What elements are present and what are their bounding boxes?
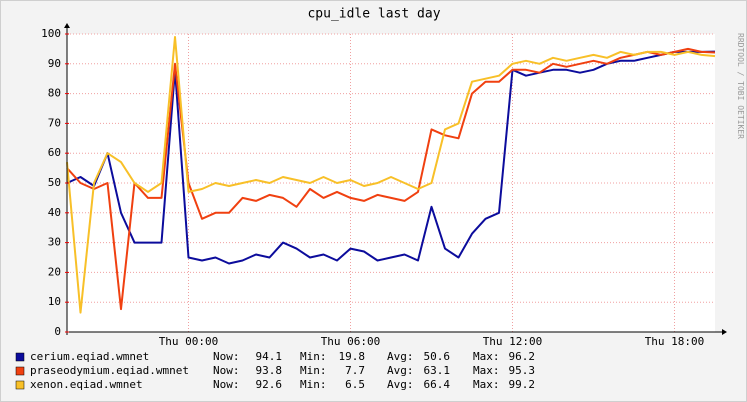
stat-label: Max: xyxy=(473,364,500,377)
stat-label: Avg: xyxy=(387,378,414,391)
stat-value: 66.4 xyxy=(424,378,451,391)
stat-value: 6.5 xyxy=(345,378,365,391)
legend-swatch xyxy=(15,380,25,390)
legend-label: cerium.eqiad.wmnet xyxy=(30,350,149,363)
stat-label: Max: xyxy=(473,350,500,363)
x-tick-label: Thu 12:00 xyxy=(483,335,543,348)
stat-value: 92.6 xyxy=(256,378,283,391)
stat-label: Max: xyxy=(473,378,500,391)
legend-swatch xyxy=(15,352,25,362)
legend-label: praseodymium.eqiad.wmnet xyxy=(30,364,189,377)
y-tick-label: 40 xyxy=(48,206,61,219)
stat-value: 99.2 xyxy=(509,378,536,391)
x-tick-label: Thu 00:00 xyxy=(159,335,219,348)
stat-label: Avg: xyxy=(387,364,414,377)
x-tick-label: Thu 18:00 xyxy=(645,335,705,348)
y-tick-label: 10 xyxy=(48,295,61,308)
y-tick-label: 60 xyxy=(48,146,61,159)
y-tick-label: 0 xyxy=(54,325,61,338)
stat-label: Min: xyxy=(300,350,327,363)
stat-label: Now: xyxy=(213,350,240,363)
y-tick-label: 20 xyxy=(48,265,61,278)
y-tick-label: 30 xyxy=(48,236,61,249)
y-tick-label: 80 xyxy=(48,87,61,100)
y-tick-label: 50 xyxy=(48,176,61,189)
legend-label: xenon.eqiad.wmnet xyxy=(30,378,143,391)
stat-value: 50.6 xyxy=(424,350,451,363)
stat-value: 93.8 xyxy=(256,364,283,377)
chart-title: cpu_idle last day xyxy=(307,7,440,22)
stat-label: Min: xyxy=(300,364,327,377)
stat-label: Avg: xyxy=(387,350,414,363)
y-tick-label: 100 xyxy=(41,27,61,40)
stat-label: Min: xyxy=(300,378,327,391)
series-line xyxy=(66,47,716,311)
stat-label: Now: xyxy=(213,378,240,391)
stat-value: 95.3 xyxy=(509,364,536,377)
stat-value: 19.8 xyxy=(339,350,366,363)
y-tick-label: 70 xyxy=(48,116,61,129)
x-axis-arrow xyxy=(722,329,727,335)
x-tick-label: Thu 06:00 xyxy=(321,335,381,348)
watermark: RRDTOOL / TOBI OETIKER xyxy=(736,33,745,139)
y-tick-label: 90 xyxy=(48,57,61,70)
y-axis-arrow xyxy=(64,23,70,28)
series-line xyxy=(66,36,716,314)
stat-value: 96.2 xyxy=(509,350,536,363)
stat-value: 7.7 xyxy=(345,364,365,377)
stat-value: 63.1 xyxy=(424,364,451,377)
legend-swatch xyxy=(15,366,25,376)
stat-value: 94.1 xyxy=(256,350,283,363)
stat-label: Now: xyxy=(213,364,240,377)
